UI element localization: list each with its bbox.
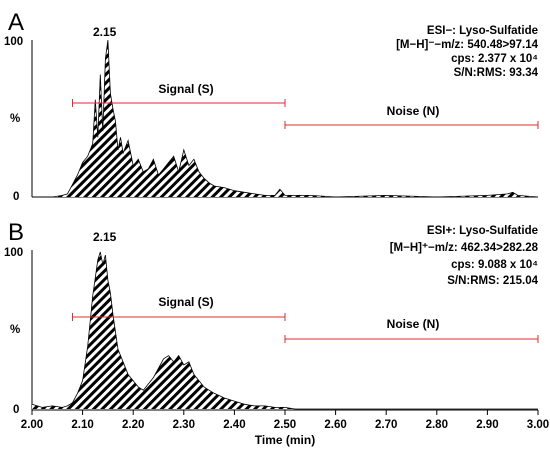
x-tick-label: 2.50 — [274, 419, 296, 431]
panel-a-ytick-0: 0 — [13, 191, 19, 203]
x-tick-label: 2.60 — [324, 419, 346, 431]
panel-b-peak-label: 2.15 — [93, 230, 117, 244]
panel-a-ytick-100: 100 — [4, 36, 23, 48]
panel-b-info: ESI+: Lyso-Sulfatide [M−H]⁺−m/z: 462.34>… — [390, 225, 539, 287]
panel-b-ytick-percent: % — [10, 324, 20, 336]
panel-b-noise-range: Noise (N) — [284, 317, 539, 343]
panel-b-info-line-3: cps: 9.088 x 10⁴ — [451, 259, 538, 271]
panel-b-info-line-1: ESI+: Lyso-Sulfatide — [427, 225, 538, 237]
x-tick-label: 2.40 — [223, 419, 245, 431]
x-tick-label: 2.80 — [426, 419, 448, 431]
panel-a-noise-label: Noise (N) — [387, 104, 440, 118]
panel-a-noise-range: Noise (N) — [284, 104, 539, 129]
panel-b-ytick-100: 100 — [4, 247, 23, 259]
x-axis-ticks: 2.00 2.10 2.20 2.30 2.40 2.50 2.60 2.70 2.80 2.90… — [21, 410, 549, 431]
panel-a-info: ESI−: Lyso-Sulfatide [M−H]⁻−m/z: 540.48>… — [396, 25, 539, 79]
panel-a: A 2.15 ESI−: Lyso-Sulfatide [M−H]⁻−m/z: … — [4, 9, 539, 203]
panel-b-letter: B — [8, 219, 24, 246]
panel-b-info-line-4: S/N:RMS: 215.04 — [447, 275, 538, 287]
panel-a-info-line-4: S/N:RMS: 93.34 — [454, 67, 539, 79]
panel-a-letter: A — [8, 9, 24, 36]
panel-a-ytick-percent: % — [10, 113, 20, 125]
panel-b-info-line-2: [M−H]⁺−m/z: 462.34>282.28 — [390, 242, 539, 254]
panel-a-info-line-3: cps: 2.377 x 10⁴ — [451, 53, 538, 65]
panel-b-ytick-0: 0 — [13, 404, 19, 416]
panel-a-series-line — [32, 39, 539, 198]
x-axis: 2.00 2.10 2.20 2.30 2.40 2.50 2.60 2.70 2.80 2.90… — [21, 409, 549, 447]
panel-b: B 2.15 ESI+: Lyso-Sulfatide [M−H]⁺−m/z: … — [4, 219, 539, 416]
x-tick-label: 2.10 — [71, 419, 93, 431]
panel-a-series-area — [32, 40, 538, 197]
panel-a-info-line-2: [M−H]⁻−m/z: 540.48>97.14 — [396, 39, 539, 51]
panel-a-signal-label: Signal (S) — [158, 82, 213, 96]
x-tick-label: 2.30 — [173, 419, 195, 431]
panel-b-noise-label: Noise (N) — [387, 317, 440, 331]
panel-a-info-line-1: ESI−: Lyso-Sulfatide — [427, 25, 538, 37]
panel-b-series-line — [31, 251, 538, 410]
x-tick-label: 2.70 — [375, 419, 397, 431]
x-tick-label: 2.90 — [476, 419, 498, 431]
panel-a-peak-label: 2.15 — [93, 25, 117, 39]
panel-b-signal-range: Signal (S) — [71, 295, 286, 321]
x-tick-label: 3.00 — [527, 419, 549, 431]
x-tick-label: 2.20 — [122, 419, 144, 431]
x-axis-label: Time (min) — [255, 433, 315, 447]
panel-a-signal-range: Signal (S) — [71, 82, 286, 107]
x-tick-label: 2.00 — [21, 419, 43, 431]
panel-b-series-area — [32, 252, 538, 409]
panel-b-signal-label: Signal (S) — [158, 295, 213, 309]
